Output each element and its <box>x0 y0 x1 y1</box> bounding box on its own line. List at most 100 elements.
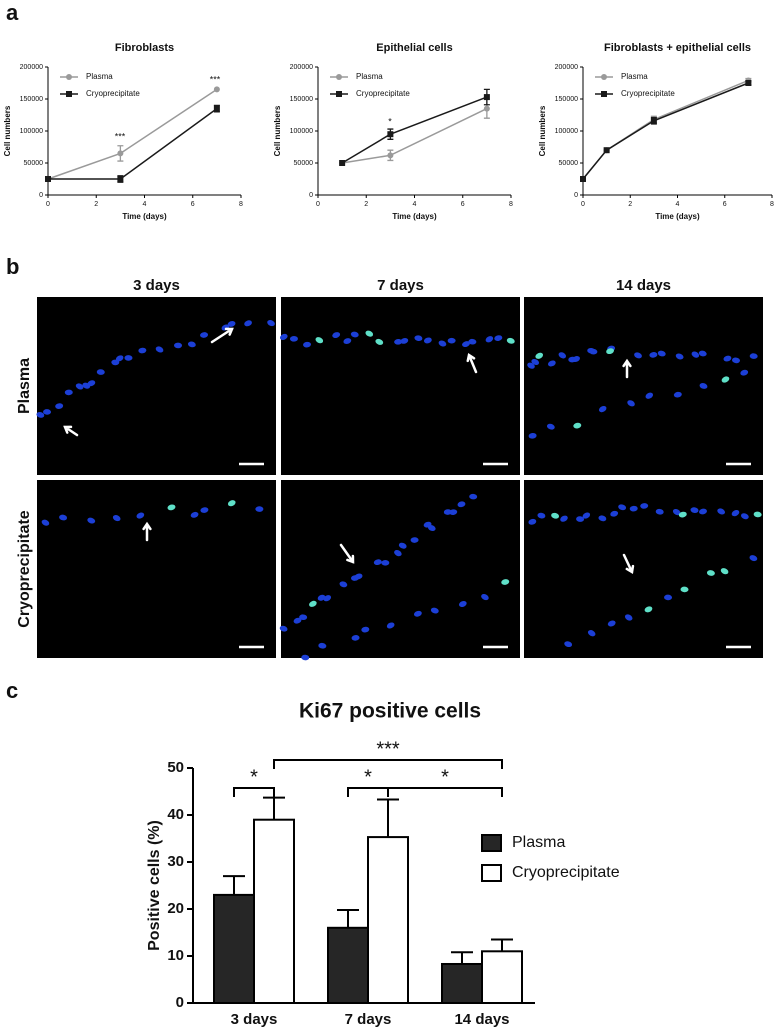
y-axis-label: Cell numbers <box>3 105 12 156</box>
y-tick-label: 50000 <box>24 160 44 167</box>
error-bar <box>491 938 513 952</box>
nucleus <box>618 504 627 511</box>
nucleus <box>723 355 732 362</box>
nucleus <box>749 353 758 359</box>
nucleus <box>200 507 209 513</box>
y-tick-label: 150000 <box>290 96 313 103</box>
marker <box>387 152 394 159</box>
nucleus <box>629 505 638 512</box>
x-tick-label: 6 <box>191 201 195 208</box>
column-header: 3 days <box>133 277 180 294</box>
micrograph <box>279 297 520 475</box>
nucleus <box>413 610 422 617</box>
nucleus <box>528 518 537 525</box>
legend-label: Cryoprecipitate <box>86 89 140 98</box>
x-tick-label: 8 <box>770 201 774 208</box>
nucleus <box>691 351 700 358</box>
nucleus <box>749 555 758 562</box>
series-line <box>341 96 488 164</box>
x-tick-label: 2 <box>364 201 368 208</box>
nucleus <box>721 376 730 383</box>
nucleus <box>462 341 470 348</box>
y-tick-label: 100000 <box>290 128 313 135</box>
nucleus <box>753 511 762 518</box>
nucleus <box>96 369 105 375</box>
nucleus <box>59 514 68 521</box>
y-tick-label: 0 <box>39 192 43 199</box>
x-tick-label: 0 <box>316 201 320 208</box>
y-tick-label: 10 <box>167 947 184 964</box>
nucleus <box>351 635 360 641</box>
nucleus <box>373 559 382 566</box>
significance-bracket <box>347 787 389 797</box>
y-tick-label: 150000 <box>20 96 43 103</box>
arrow <box>466 352 478 374</box>
legend-label: Cryoprecipitate <box>621 89 675 98</box>
legend-swatch <box>481 864 502 882</box>
series-line <box>48 107 218 180</box>
x-tick-label: 6 <box>461 201 465 208</box>
nucleus <box>386 622 395 629</box>
x-tick-label: 8 <box>509 201 513 208</box>
nucleus <box>227 500 236 507</box>
nucleus <box>279 625 288 632</box>
micrograph-background <box>37 480 276 658</box>
nucleus <box>740 513 749 520</box>
legend-marker <box>336 74 342 80</box>
nucleus <box>293 617 302 624</box>
legend-marker <box>601 74 607 80</box>
nucleus <box>672 508 681 516</box>
nucleus <box>732 357 740 364</box>
x-axis-label: Time (days) <box>122 212 167 221</box>
nucleus <box>381 560 390 566</box>
y-tick-label: 30 <box>167 853 184 870</box>
series-line <box>342 107 488 164</box>
marker <box>117 150 124 157</box>
nucleus <box>698 350 707 357</box>
nucleus <box>75 383 84 390</box>
panel-label: a <box>6 0 19 25</box>
arrow <box>622 553 635 575</box>
legend-swatch <box>481 834 502 852</box>
micrograph <box>36 297 276 475</box>
arrow <box>142 521 152 542</box>
nucleus <box>332 332 341 338</box>
nucleus <box>155 346 164 353</box>
nucleus <box>582 512 591 519</box>
micrograph <box>524 480 763 658</box>
nucleus <box>699 383 708 389</box>
nucleus <box>587 630 596 637</box>
nucleus <box>627 400 635 407</box>
x-tick-label: 2 <box>628 201 632 208</box>
legend-marker <box>601 91 607 97</box>
nucleus <box>546 423 555 430</box>
nucleus <box>138 347 147 354</box>
nucleus <box>640 503 649 509</box>
nucleus <box>87 517 96 524</box>
y-tick-label: 0 <box>574 192 578 199</box>
y-tick-label: 40 <box>167 806 184 823</box>
nucleus <box>699 508 707 515</box>
nucleus <box>112 515 121 522</box>
nucleus <box>410 537 419 543</box>
legend-label: Plasma <box>621 72 648 81</box>
nucleus <box>244 320 252 327</box>
nucleus <box>400 337 409 344</box>
nucleus <box>190 511 199 518</box>
bar <box>481 950 523 1004</box>
nucleus <box>535 352 544 359</box>
legend-label: Cryoprecipitate <box>512 864 620 881</box>
marker <box>483 94 490 101</box>
micrograph <box>279 480 520 661</box>
nucleus <box>481 593 489 601</box>
nucleus <box>740 369 749 376</box>
nucleus <box>339 581 348 588</box>
y-tick-label: 0 <box>309 192 313 199</box>
significance-bracket <box>273 759 503 769</box>
column-header: 14 days <box>616 277 671 294</box>
y-tick-label: 50000 <box>559 160 579 167</box>
marker <box>580 176 586 182</box>
y-tick-label: 150000 <box>555 96 578 103</box>
nucleus <box>323 595 332 602</box>
error-bar <box>377 798 399 838</box>
